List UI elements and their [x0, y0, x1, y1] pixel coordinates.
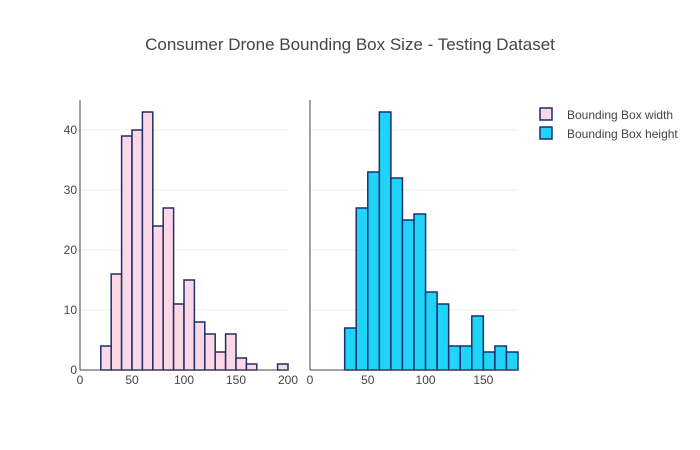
- histogram-bar[interactable]: [390, 177, 404, 371]
- legend-swatch-width: [539, 107, 553, 121]
- histogram-bar[interactable]: [378, 111, 392, 371]
- histogram-bar[interactable]: [245, 363, 258, 371]
- histogram-bar[interactable]: [110, 273, 123, 371]
- x-tick-label: 0: [307, 373, 314, 387]
- histogram-bar[interactable]: [447, 345, 461, 371]
- histogram-bar[interactable]: [152, 225, 164, 371]
- histogram-bar[interactable]: [172, 303, 185, 371]
- histogram-bar[interactable]: [482, 351, 496, 371]
- y-tick-label: 0: [70, 363, 77, 377]
- x-tick-label: 100: [416, 373, 436, 387]
- histogram-bar[interactable]: [343, 327, 357, 371]
- legend-item-height[interactable]: Bounding Box height: [539, 126, 678, 141]
- histogram-bar[interactable]: [193, 321, 206, 371]
- x-tick-label: 200: [278, 373, 298, 387]
- histogram-bar[interactable]: [131, 129, 144, 371]
- x-tick-label: 100: [174, 373, 194, 387]
- legend-swatch-height: [539, 126, 553, 140]
- x-tick-label: 0: [77, 373, 84, 387]
- histogram-bar[interactable]: [235, 357, 248, 371]
- histogram-bar[interactable]: [276, 363, 289, 371]
- histogram-bar[interactable]: [459, 345, 473, 371]
- y-tick-label: 40: [64, 123, 78, 137]
- y-tick-label: 10: [64, 303, 78, 317]
- histogram-bar[interactable]: [355, 207, 369, 371]
- x-tick-label: 50: [125, 373, 139, 387]
- histogram-bar[interactable]: [505, 351, 519, 371]
- histogram-bar[interactable]: [183, 279, 196, 371]
- x-tick-label: 150: [473, 373, 493, 387]
- histogram-bar[interactable]: [401, 219, 415, 371]
- histogram-bar[interactable]: [162, 207, 175, 371]
- chart-title: Consumer Drone Bounding Box Size - Testi…: [145, 35, 555, 54]
- histogram-bar[interactable]: [424, 291, 438, 371]
- histogram-bar[interactable]: [471, 315, 485, 371]
- histogram-bar[interactable]: [100, 345, 112, 371]
- legend-item-width[interactable]: Bounding Box width: [539, 107, 673, 122]
- histogram-bar[interactable]: [214, 351, 227, 371]
- legend-label-width: Bounding Box width: [567, 108, 673, 122]
- x-tick-label: 50: [361, 373, 375, 387]
- width-histogram-panel: 0 50 100 150 200 0 10 20 30 40: [64, 100, 298, 387]
- histogram-bar[interactable]: [120, 135, 133, 371]
- legend-label-height: Bounding Box height: [567, 127, 678, 141]
- height-histogram-panel: 0 50 100 150: [307, 100, 519, 387]
- y-tick-label: 30: [64, 183, 78, 197]
- x-tick-label: 150: [226, 373, 246, 387]
- histogram-bar[interactable]: [367, 171, 381, 371]
- histogram-bar[interactable]: [141, 111, 154, 371]
- histogram-bar[interactable]: [494, 345, 508, 371]
- histogram-bar[interactable]: [436, 303, 450, 371]
- histogram-bar[interactable]: [204, 333, 216, 371]
- y-tick-label: 20: [64, 243, 78, 257]
- histogram-bar[interactable]: [413, 213, 427, 371]
- legend[interactable]: Bounding Box width Bounding Box height: [539, 107, 678, 141]
- histogram-bar[interactable]: [224, 333, 237, 371]
